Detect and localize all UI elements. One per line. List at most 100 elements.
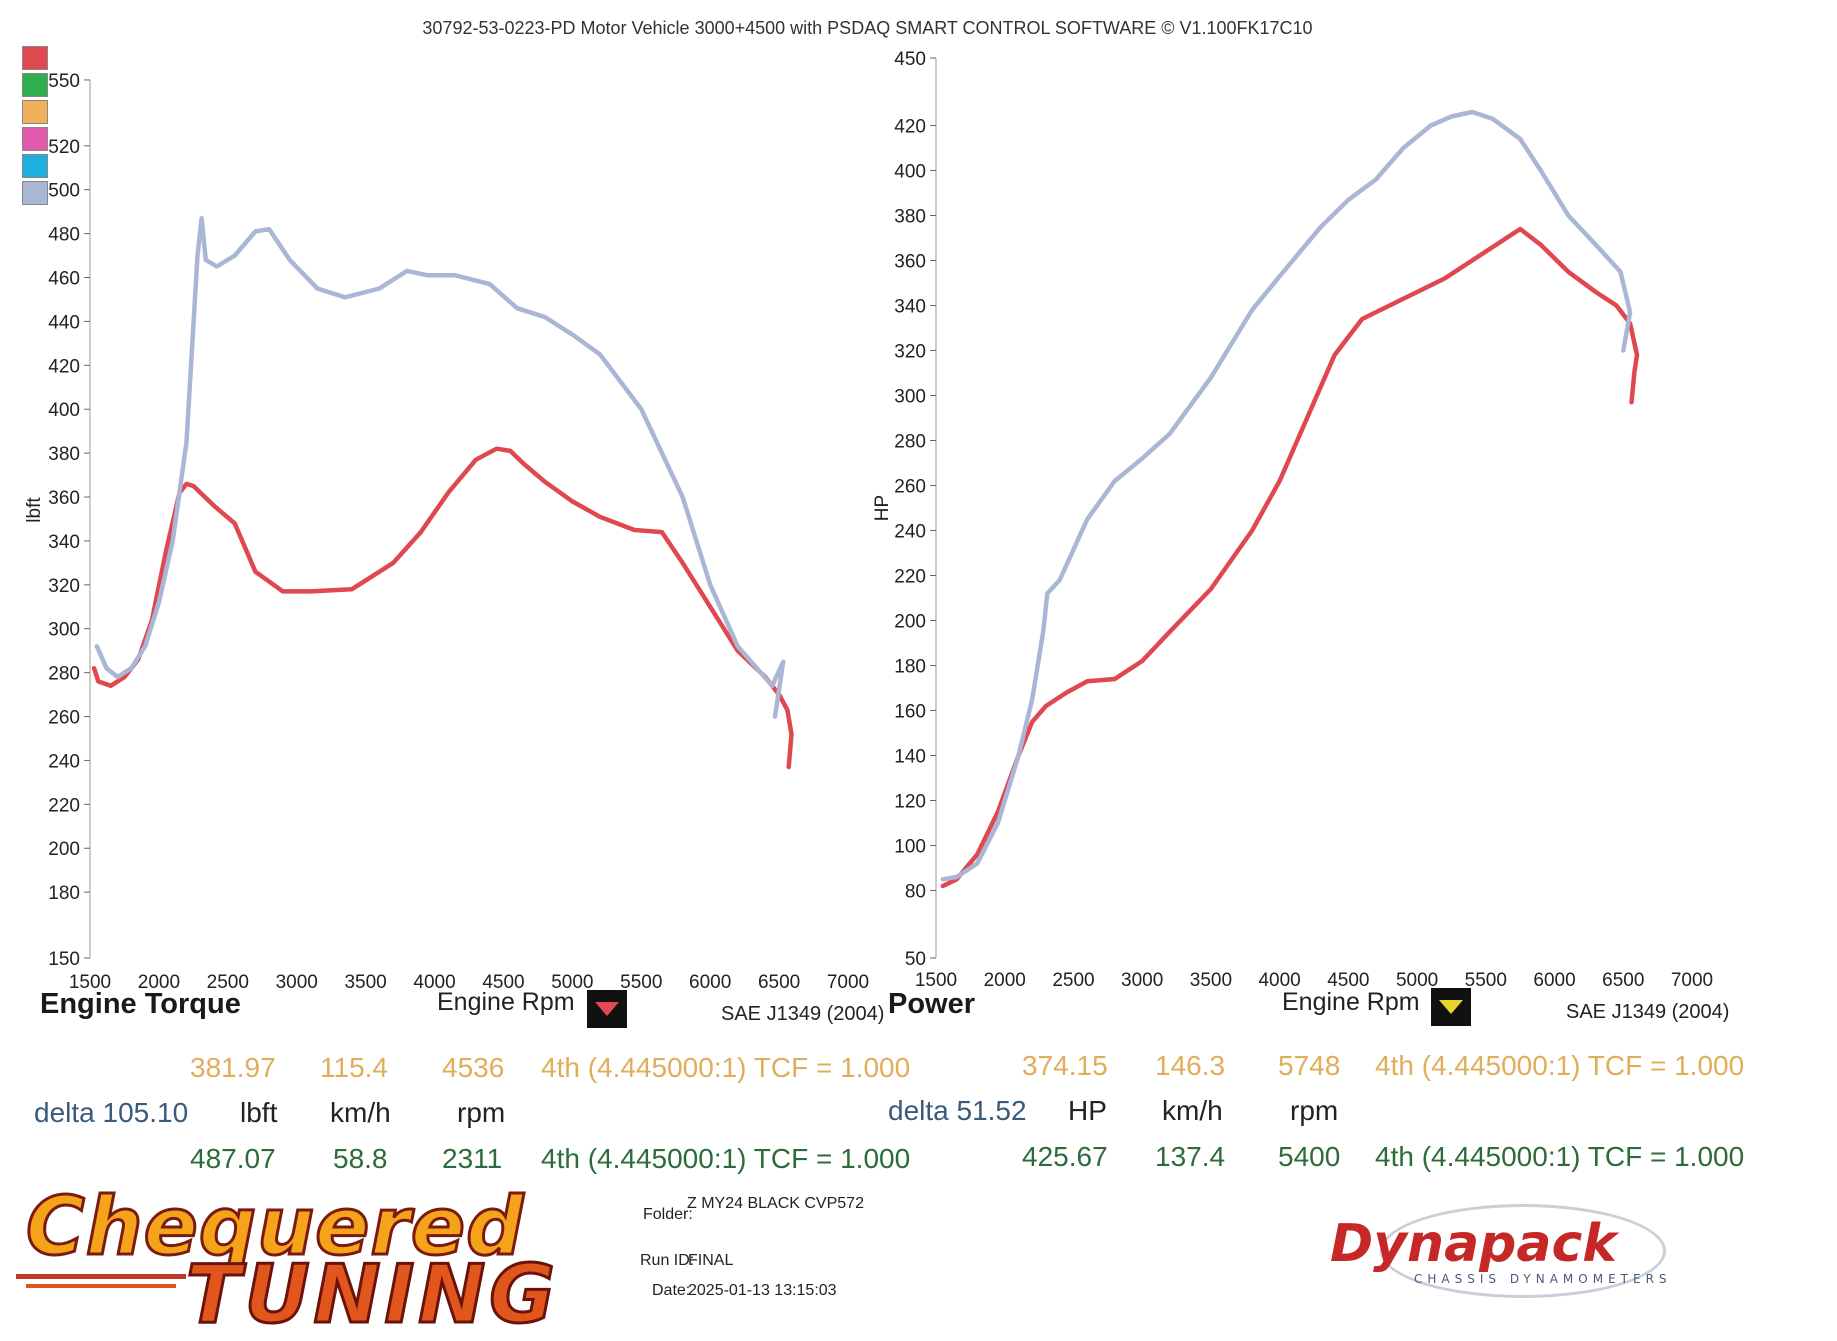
torque-top-gear: 4th (4.445000:1) TCF = 1.000 <box>541 1052 911 1083</box>
torque-y-tick-label: 550 <box>48 71 80 92</box>
torque-y-tick-label: 480 <box>48 225 80 246</box>
torque-x-tick-label: 4000 <box>413 972 455 993</box>
power-y-tick-label: 180 <box>894 657 926 678</box>
torque-y-tick-label: 360 <box>48 488 80 509</box>
date-label: Date: <box>652 1282 691 1299</box>
torque-top-value: 381.97 <box>190 1052 276 1083</box>
torque-y-tick-label: 440 <box>48 312 80 333</box>
power-x-tick-label: 2000 <box>984 970 1026 991</box>
torque-y-tick-label: 220 <box>48 795 80 816</box>
power-bottom-value: 425.67 <box>1022 1141 1108 1172</box>
power-y-tick-label: 220 <box>894 567 926 588</box>
torque-y-tick-label: 300 <box>48 620 80 641</box>
torque-y-tick-label: 320 <box>48 576 80 597</box>
torque-speed-unit: km/h <box>330 1097 391 1128</box>
power-x-tick-label: 3500 <box>1190 970 1232 991</box>
folder-value: Z MY24 BLACK CVP572 <box>687 1195 864 1212</box>
legend-swatch-cyan[interactable] <box>22 154 48 178</box>
torque-x-tick-label: 2500 <box>207 972 249 993</box>
torque-x-tick-label: 6500 <box>758 972 800 993</box>
power-x-tick-label: 1500 <box>915 970 957 991</box>
torque-y-tick-label: 380 <box>48 444 80 465</box>
power-x-tick-label: 6000 <box>1533 970 1575 991</box>
torque-y-tick-label: 340 <box>48 532 80 553</box>
power-y-tick-label: 200 <box>894 612 926 633</box>
power-bottom-rpm: 5400 <box>1278 1141 1341 1172</box>
torque-x-tick-label: 7000 <box>827 972 869 993</box>
torque-x-tick-label: 4500 <box>482 972 524 993</box>
power-y-tick-label: 300 <box>894 387 926 408</box>
power-y-axis-label: HP <box>872 495 893 521</box>
torque-delta: delta 105.10 <box>34 1097 189 1128</box>
power-top-value: 374.15 <box>1022 1050 1108 1081</box>
logo-right-text: Dynapack <box>1330 1214 1617 1274</box>
legend-swatch-red[interactable] <box>22 46 48 70</box>
run-id-value: FINAL <box>688 1252 734 1269</box>
legend-swatch-lavender[interactable] <box>22 181 48 205</box>
power-y-tick-label: 50 <box>905 949 926 970</box>
torque-y-tick-label: 200 <box>48 839 80 860</box>
logo-speed-stripe <box>26 1284 176 1288</box>
torque-x-tick-label: 3500 <box>344 972 386 993</box>
power-y-tick-label: 450 <box>894 49 926 70</box>
power-x-tick-label: 7000 <box>1671 970 1713 991</box>
dyno-charts: 150 180 200 220 240 260 280 300 320 340 360 380 400 4… <box>24 49 1713 993</box>
report-title: 30792-53-0223-PD Motor Vehicle 3000+4500… <box>422 18 1313 38</box>
power-x-tick-label: 3000 <box>1121 970 1163 991</box>
torque-x-tick-label: 5500 <box>620 972 662 993</box>
power-y-tick-label: 320 <box>894 342 926 363</box>
power-delta: delta 51.52 <box>888 1095 1027 1126</box>
legend-swatch-magenta[interactable] <box>22 127 48 151</box>
torque-x-tick-label: 3000 <box>276 972 318 993</box>
torque-y-tick-label: 260 <box>48 708 80 729</box>
power-y-tick-label: 160 <box>894 702 926 723</box>
torque-rpm-unit: rpm <box>457 1097 506 1128</box>
torque-bottom-gear: 4th (4.445000:1) TCF = 1.000 <box>541 1143 911 1174</box>
power-y-tick-label: 120 <box>894 792 926 813</box>
logo-left-bottom-text: TUNING <box>185 1247 559 1341</box>
power-panel-title: Power <box>888 988 976 1020</box>
legend-swatch-green[interactable] <box>22 73 48 97</box>
date-value: 2025-01-13 13:15:03 <box>688 1282 837 1299</box>
power-y-tick-label: 140 <box>894 747 926 768</box>
torque-y-tick-label: 180 <box>48 883 80 904</box>
torque-bottom-rpm: 2311 <box>442 1143 503 1174</box>
torque-y-tick-label: 150 <box>48 949 80 970</box>
logo-right-subtext: CHASSIS DYNAMOMETERS <box>1414 1272 1672 1286</box>
torque-x-tick-label: 1500 <box>69 972 111 993</box>
torque-series-line-red <box>91 446 794 770</box>
power-bottom-speed: 137.4 <box>1155 1141 1226 1172</box>
power-rpm-dropdown-button[interactable] <box>1431 988 1471 1026</box>
power-y-tick-label: 280 <box>894 432 926 453</box>
run-id-label: Run ID: <box>640 1252 695 1269</box>
torque-x-tick-label: 2000 <box>138 972 180 993</box>
power-rpm-unit: rpm <box>1290 1095 1339 1126</box>
torque-rpm-dropdown-button[interactable] <box>587 990 627 1028</box>
power-top-gear: 4th (4.445000:1) TCF = 1.000 <box>1375 1050 1745 1081</box>
dropdown-triangle-icon <box>595 1002 619 1016</box>
dropdown-triangle-icon <box>1439 1000 1463 1014</box>
dynapack-logo: Dynapack CHASSIS DYNAMOMETERS <box>1320 1200 1690 1300</box>
torque-series-line-lavender <box>94 215 786 719</box>
power-y-tick-label: 100 <box>894 837 926 858</box>
torque-y-tick-label: 400 <box>48 400 80 421</box>
power-x-tick-label: 5500 <box>1465 970 1507 991</box>
power-y-tick-label: 340 <box>894 297 926 318</box>
torque-y-tick-label: 500 <box>48 181 80 202</box>
logo-speed-stripe <box>16 1274 186 1279</box>
power-y-tick-label: 80 <box>905 882 926 903</box>
torque-y-tick-label: 420 <box>48 356 80 377</box>
power-y-tick-label: 380 <box>894 207 926 228</box>
power-y-tick-label: 360 <box>894 252 926 273</box>
torque-y-tick-label: 520 <box>48 137 80 158</box>
torque-y-axis-label: lbft <box>24 497 45 523</box>
legend-swatch-orange[interactable] <box>22 100 48 124</box>
power-x-tick-label: 2500 <box>1052 970 1094 991</box>
torque-panel-title: Engine Torque <box>40 988 241 1020</box>
power-x-tick-label: 4000 <box>1258 970 1300 991</box>
power-top-speed: 146.3 <box>1155 1050 1226 1081</box>
torque-top-rpm: 4536 <box>442 1052 505 1083</box>
power-speed-unit: km/h <box>1162 1095 1223 1126</box>
chequered-tuning-logo: Chequered TUNING <box>16 1179 616 1341</box>
power-series-line-red <box>940 226 1640 889</box>
